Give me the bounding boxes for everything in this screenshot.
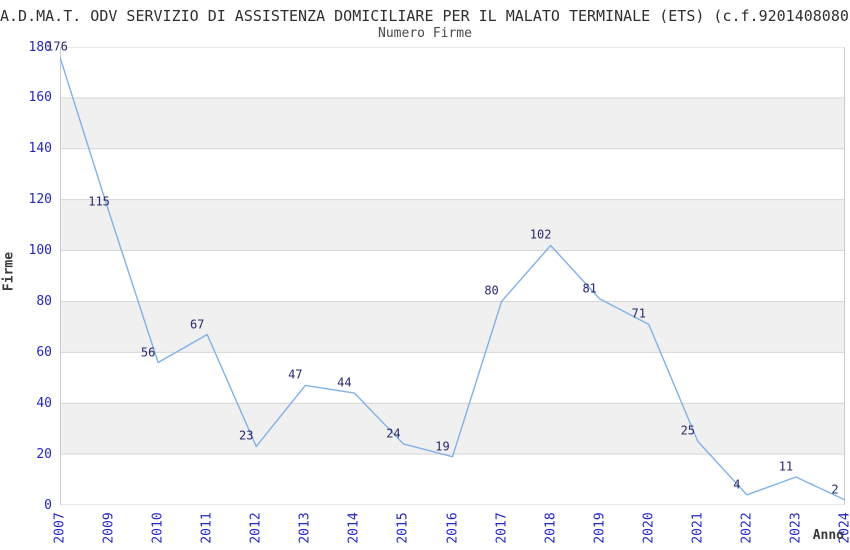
data-label: 4 [733, 477, 741, 492]
x-tick-label: 2009 [101, 512, 117, 544]
x-tick-label: 2022 [739, 512, 755, 544]
x-tick-label: 2007 [52, 512, 68, 544]
data-label: 80 [484, 283, 499, 298]
data-label: 115 [88, 194, 110, 209]
x-tick-label: 2015 [395, 512, 411, 544]
x-tick-label: 2018 [543, 512, 559, 544]
y-tick-label: 80 [36, 293, 52, 309]
data-label: 2 [831, 482, 839, 497]
data-label: 44 [337, 375, 352, 390]
data-label: 102 [529, 227, 552, 242]
y-tick-label: 0 [44, 497, 52, 513]
x-tick-label: 2014 [346, 512, 362, 544]
y-tick-label: 160 [28, 90, 52, 106]
y-tick-label: 60 [36, 344, 52, 360]
y-tick-label: 120 [28, 192, 52, 208]
data-label: 67 [189, 317, 205, 332]
x-tick-label: 2019 [592, 512, 608, 544]
y-tick-label: 140 [28, 141, 52, 157]
y-tick-label: 100 [28, 243, 52, 259]
data-label: 176 [46, 39, 68, 54]
data-label: 19 [435, 439, 450, 454]
data-label: 24 [386, 426, 401, 441]
data-label: 81 [582, 281, 597, 296]
data-label: 11 [778, 459, 794, 474]
line-chart-svg [59, 46, 846, 506]
chart-subtitle: Numero Firme [378, 26, 472, 41]
x-tick-label: 2016 [445, 512, 460, 544]
y-tick-label: 20 [36, 446, 52, 462]
x-tick-label: 2010 [150, 512, 166, 544]
x-tick-label: 2012 [248, 512, 264, 544]
data-label: 71 [631, 306, 646, 321]
chart-title: A.D.MA.T. ODV SERVIZIO DI ASSISTENZA DOM… [0, 7, 850, 25]
data-label: 23 [239, 428, 254, 443]
x-tick-label: 2013 [297, 512, 313, 544]
data-label: 25 [680, 423, 696, 438]
data-label: 47 [288, 367, 303, 382]
y-tick-label: 40 [36, 395, 52, 411]
plot-area [59, 46, 846, 506]
x-tick-label: 2021 [690, 512, 706, 544]
data-label: 56 [140, 345, 156, 359]
x-tick-label: 2020 [641, 512, 657, 544]
x-axis-title: Anno [812, 528, 844, 543]
x-tick-label: 2017 [494, 512, 510, 544]
x-tick-label: 2011 [199, 512, 215, 544]
y-tick-label: 180 [28, 39, 52, 55]
x-tick-label: 2023 [788, 512, 804, 544]
